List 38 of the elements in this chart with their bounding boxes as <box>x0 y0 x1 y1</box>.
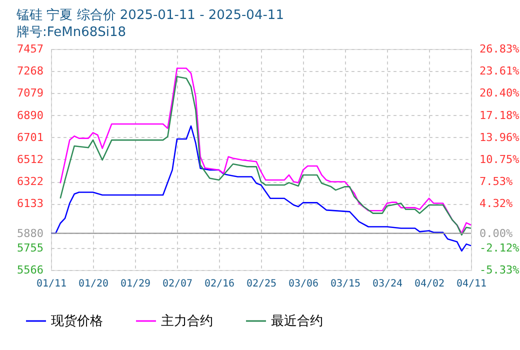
y2-tick-label: 13.96% <box>480 130 520 144</box>
y2-tick-label: 23.61% <box>480 64 520 78</box>
x-tick-label: 03/06 <box>288 278 319 290</box>
x-tick-label: 04/11 <box>456 278 487 290</box>
y-tick-label: 7268 <box>17 64 44 78</box>
y-tick-label: 5755 <box>17 241 44 254</box>
y2-tick-label: 7.53% <box>480 175 513 188</box>
y-tick-label: 7079 <box>17 86 44 100</box>
x-tick-label: 02/07 <box>162 278 193 290</box>
y-tick-label: 6701 <box>17 130 44 144</box>
x-tick-label: 03/24 <box>372 278 403 290</box>
x-tick-label: 03/15 <box>330 278 361 290</box>
y2-tick-label: 26.83% <box>480 42 520 56</box>
y-tick-label: 5880 <box>17 226 44 240</box>
y-tick-label: 6512 <box>17 152 44 166</box>
y2-tick-label: -5.33% <box>480 264 520 276</box>
y-tick-label: 5566 <box>17 264 44 276</box>
y-tick-label: 7457 <box>17 42 44 56</box>
y-tick-label: 6322 <box>17 175 44 188</box>
y2-tick-label: 0.00% <box>480 226 513 240</box>
x-tick-label: 01/29 <box>120 278 151 290</box>
legend-label: 最近合约 <box>271 314 323 329</box>
legend-label: 主力合约 <box>161 313 213 329</box>
chart-title: 锰硅 宁夏 综合价 2025-01-11 - 2025-04-11 <box>16 7 284 23</box>
y2-tick-label: 17.18% <box>480 108 520 122</box>
y2-tick-label: 10.75% <box>480 153 520 166</box>
y-tick-label: 6890 <box>17 108 44 122</box>
y2-tick-label: -2.12% <box>480 241 520 254</box>
x-tick-label: 02/16 <box>204 278 235 290</box>
x-tick-label: 02/25 <box>246 278 277 290</box>
chart-subtitle: 牌号:FeMn68Si18 <box>16 25 126 40</box>
x-tick-label: 04/02 <box>414 278 445 290</box>
y-tick-label: 6133 <box>17 197 44 210</box>
y2-tick-label: 20.40% <box>480 86 520 100</box>
y2-tick-label: 4.32% <box>480 197 513 210</box>
legend-label: 现货价格 <box>51 314 103 329</box>
x-tick-label: 01/20 <box>78 278 109 290</box>
x-tick-label: 01/11 <box>36 278 67 290</box>
